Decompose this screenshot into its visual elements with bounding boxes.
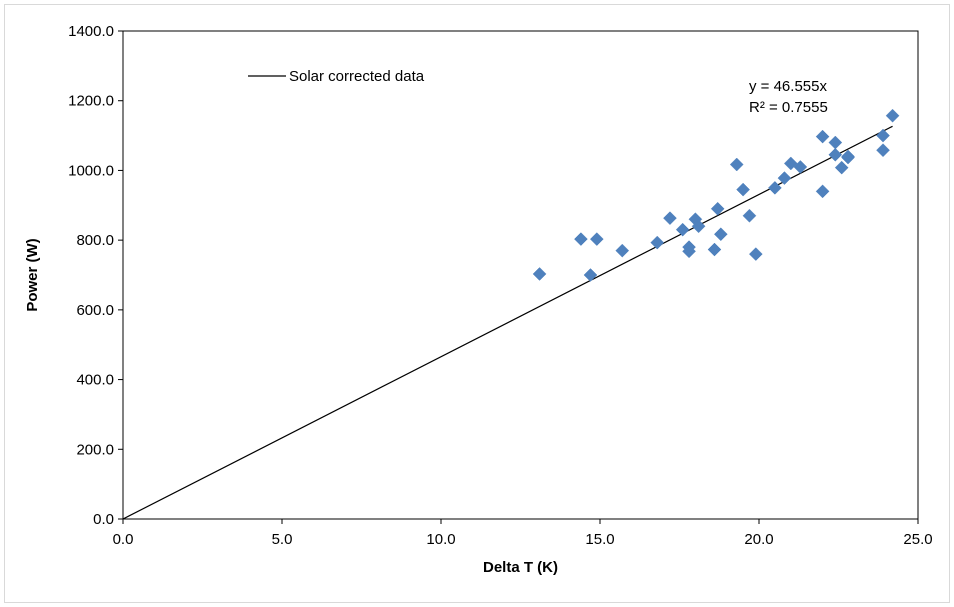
data-point <box>663 211 677 226</box>
y-tick-label: 400.0 <box>76 372 114 389</box>
y-axis-ticks: 0.0 200.0 400.0 600.0 800.0 1000.0 1200.0 1400.… <box>68 23 123 528</box>
data-point <box>736 182 750 197</box>
y-axis-title: Power (W) <box>24 238 41 311</box>
data-point <box>691 219 706 234</box>
y-tick-label: 0.0 <box>93 511 114 528</box>
x-tick-label: 5.0 <box>272 531 293 548</box>
x-tick-label: 20.0 <box>744 531 773 548</box>
data-point <box>815 184 830 199</box>
data-point <box>707 242 722 257</box>
data-points <box>532 108 900 282</box>
data-point <box>682 244 696 259</box>
data-point <box>615 243 630 258</box>
data-point <box>793 160 808 174</box>
y-tick-label: 1400.0 <box>68 23 114 40</box>
data-point <box>710 201 725 216</box>
y-tick-label: 800.0 <box>76 232 114 249</box>
data-point <box>748 247 763 261</box>
x-axis-title: Delta T (K) <box>483 559 558 576</box>
data-point <box>675 222 690 237</box>
data-point <box>885 108 900 123</box>
y-tick-label: 600.0 <box>76 302 114 319</box>
data-point <box>742 208 757 223</box>
legend-label: Solar corrected data <box>289 68 425 85</box>
data-point <box>841 150 855 165</box>
trendline <box>122 125 893 520</box>
y-tick-label: 1200.0 <box>68 93 114 110</box>
data-point <box>729 157 744 172</box>
data-point <box>828 135 843 150</box>
data-point <box>713 227 728 242</box>
x-tick-label: 0.0 <box>113 531 134 548</box>
trendline-r-squared: R² = 0.7555 <box>749 99 828 116</box>
data-point <box>768 181 782 195</box>
plot-area <box>122 30 919 520</box>
data-point <box>583 268 598 282</box>
data-point <box>574 232 588 246</box>
data-point <box>532 267 547 281</box>
x-tick-label: 10.0 <box>426 531 455 548</box>
data-point <box>777 171 792 185</box>
data-point <box>834 160 849 175</box>
data-point <box>650 235 665 250</box>
chart-frame <box>4 4 950 603</box>
data-point <box>876 128 890 143</box>
x-tick-label: 25.0 <box>903 531 932 548</box>
y-tick-label: 1000.0 <box>68 162 114 179</box>
x-tick-label: 15.0 <box>585 531 614 548</box>
y-tick-label: 200.0 <box>76 441 114 458</box>
data-point <box>828 147 843 162</box>
data-point <box>815 129 830 144</box>
x-axis-ticks: 0.0 5.0 10.0 15.0 20.0 25.0 <box>113 519 933 548</box>
data-point <box>589 232 604 246</box>
data-point <box>876 143 890 158</box>
trendline-equation: y = 46.555x <box>749 78 827 95</box>
